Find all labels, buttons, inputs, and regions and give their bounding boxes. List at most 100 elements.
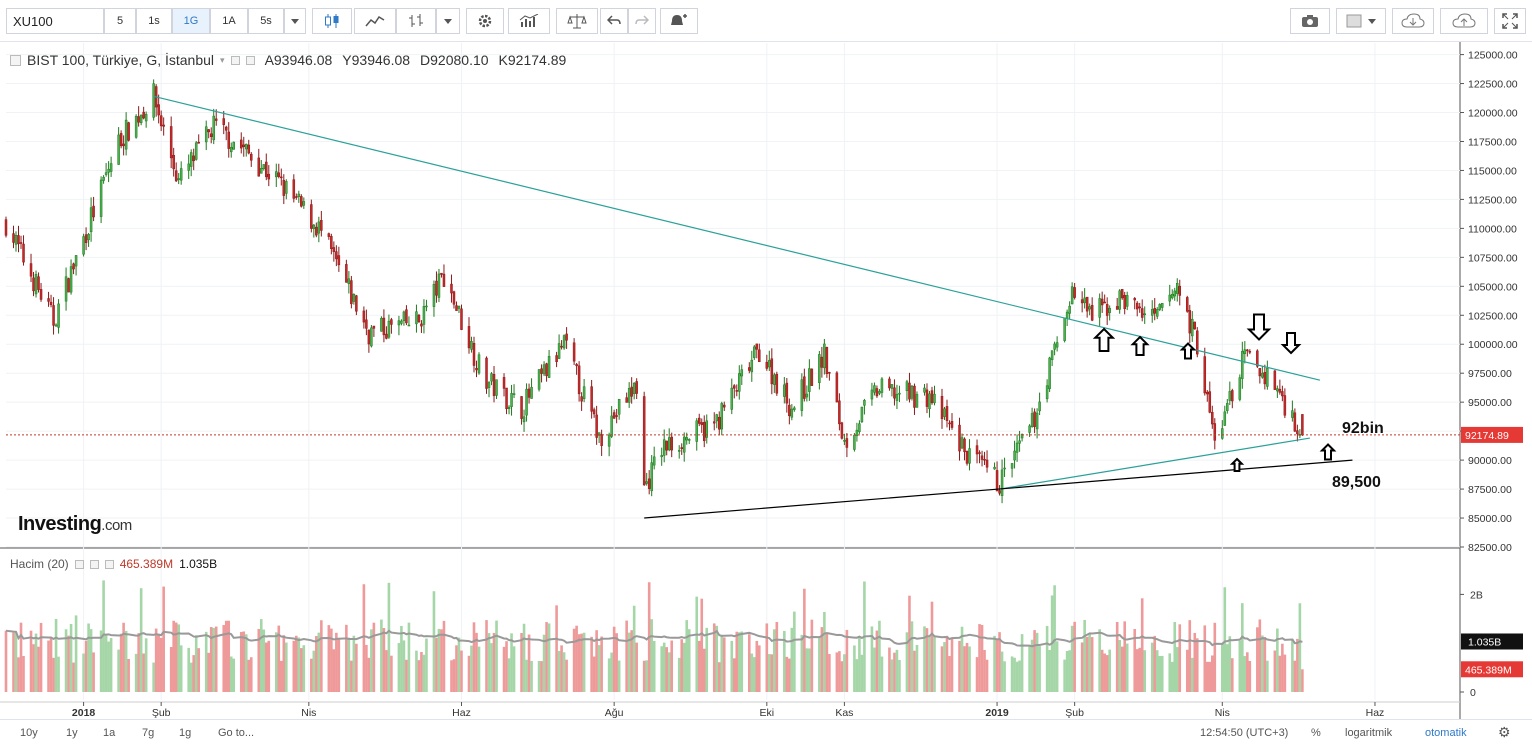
candle xyxy=(687,439,691,441)
top-toolbar: XU100 5 1s 1G 1A 5s xyxy=(0,0,1532,42)
volume-bar xyxy=(913,650,916,692)
fullscreen-icon[interactable] xyxy=(1494,8,1526,34)
volume-bar xyxy=(370,629,373,692)
symbol-input[interactable]: XU100 xyxy=(6,8,104,34)
color-picker-icon[interactable] xyxy=(1336,8,1386,34)
settings-gear-icon[interactable]: ⚙ xyxy=(1498,724,1511,740)
volume-visibility-icon[interactable] xyxy=(74,559,84,569)
candle xyxy=(1173,290,1176,297)
redo-icon[interactable] xyxy=(628,8,656,34)
candle xyxy=(285,181,288,194)
candle xyxy=(993,466,996,470)
candle xyxy=(748,367,751,371)
volume-close-icon[interactable] xyxy=(104,559,114,569)
volume-bar xyxy=(582,632,586,692)
range-1a[interactable]: 1a xyxy=(103,727,116,739)
range-1g[interactable]: 1g xyxy=(179,727,192,739)
annotation-arrow-up xyxy=(1092,327,1116,352)
volume-settings-icon[interactable] xyxy=(89,559,99,569)
interval-dropdown-icon[interactable] xyxy=(284,8,306,34)
volume-bar xyxy=(1261,635,1264,692)
volume-bar xyxy=(452,659,456,692)
volume-bar xyxy=(1090,637,1094,692)
volume-bar xyxy=(232,658,236,692)
interval-1g-button[interactable]: 1G xyxy=(172,8,210,34)
range-1y[interactable]: 1y xyxy=(66,727,78,739)
percent-toggle[interactable]: % xyxy=(1311,727,1321,739)
goto-button[interactable]: Go to... xyxy=(218,727,255,739)
indicators-icon[interactable] xyxy=(508,8,550,34)
candle xyxy=(57,303,60,328)
gear-icon[interactable] xyxy=(466,8,504,34)
candle xyxy=(635,381,638,394)
visibility-icon[interactable] xyxy=(230,55,240,65)
y-tick-label: 95000.00 xyxy=(1468,397,1512,409)
volume-bar xyxy=(1013,657,1016,692)
chart-legend: BIST 100, Türkiye, G, İstanbul ▾ A93946.… xyxy=(10,52,566,68)
alert-icon[interactable] xyxy=(660,8,698,34)
settings-small-icon[interactable] xyxy=(245,55,255,65)
title-dropdown-icon[interactable]: ▾ xyxy=(220,54,225,65)
candle xyxy=(805,393,809,398)
interval-1s-button[interactable]: 1s xyxy=(136,8,172,34)
candle xyxy=(645,481,648,484)
candle xyxy=(490,373,493,382)
annotation-arrow-up xyxy=(1179,342,1197,360)
x-tick-label: 2018 xyxy=(72,707,96,719)
candle xyxy=(1020,434,1024,439)
candle xyxy=(260,168,263,174)
range-7g[interactable]: 7g xyxy=(142,727,155,739)
camera-icon[interactable] xyxy=(1290,8,1330,34)
candle xyxy=(1273,370,1277,390)
chart-type-dropdown-icon[interactable] xyxy=(436,8,460,34)
interval-5s-button[interactable]: 5s xyxy=(248,8,284,34)
volume-bar xyxy=(320,620,323,692)
volume-bar xyxy=(600,636,603,692)
candle xyxy=(733,385,736,389)
undo-icon[interactable] xyxy=(600,8,628,34)
candles-icon[interactable] xyxy=(312,8,352,34)
volume-bar xyxy=(355,643,358,692)
candle xyxy=(64,276,68,302)
volume-value: 465.389M xyxy=(119,557,174,571)
volume-bar xyxy=(224,620,228,692)
volume-bar xyxy=(1065,651,1069,692)
collapse-icon[interactable] xyxy=(10,54,21,66)
compare-scale-icon[interactable] xyxy=(556,8,598,34)
volume-bar xyxy=(752,657,756,692)
line-chart-icon[interactable] xyxy=(354,8,396,34)
cloud-save-icon[interactable] xyxy=(1440,8,1488,34)
volume-bar xyxy=(187,647,190,692)
candle xyxy=(1160,303,1164,308)
auto-toggle[interactable]: otomatik xyxy=(1425,727,1467,739)
volume-bar xyxy=(282,635,286,692)
volume-bar xyxy=(54,618,58,692)
volume-bar xyxy=(810,619,814,692)
candle xyxy=(144,114,148,122)
candle xyxy=(1055,342,1059,348)
interval-1a-button[interactable]: 1A xyxy=(210,8,248,34)
volume-bar xyxy=(1035,632,1039,692)
candle xyxy=(470,341,473,350)
candle xyxy=(382,317,386,336)
volume-bar xyxy=(32,644,35,692)
cloud-load-icon[interactable] xyxy=(1392,8,1434,34)
y-tick-label: 90000.00 xyxy=(1468,455,1512,467)
volume-bar xyxy=(239,631,243,692)
volume-bar xyxy=(415,650,418,692)
interval-5-button[interactable]: 5 xyxy=(104,8,136,34)
volume-bar xyxy=(49,636,53,692)
log-toggle[interactable]: logaritmik xyxy=(1345,727,1393,739)
candle xyxy=(828,372,831,374)
volume-bar xyxy=(72,662,75,692)
range-10y[interactable]: 10y xyxy=(20,727,38,739)
candle xyxy=(452,291,456,305)
price-chart[interactable]: 125000.00 122500.00 120000.00 117500.00 1150… xyxy=(0,0,1532,719)
candle xyxy=(505,387,508,410)
candle xyxy=(1223,411,1227,426)
x-tick-label: Kas xyxy=(835,707,853,719)
volume-bar xyxy=(330,628,333,692)
candle xyxy=(99,179,103,217)
bars-icon[interactable] xyxy=(396,8,436,34)
volume-bar xyxy=(510,633,513,692)
